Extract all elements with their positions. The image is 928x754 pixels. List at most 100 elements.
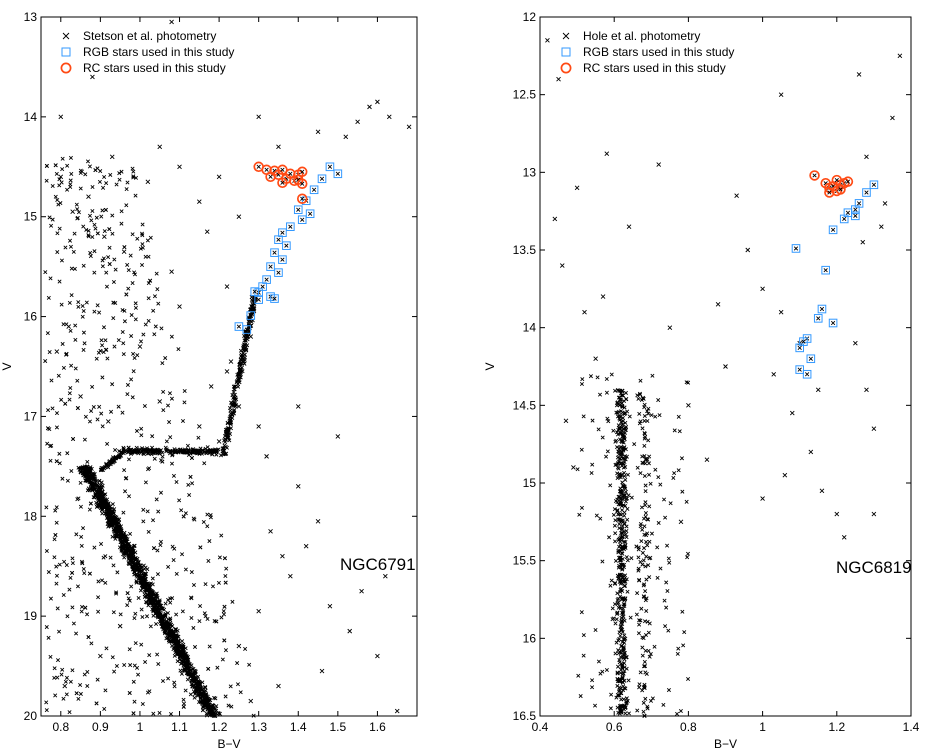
legend-marker-square xyxy=(61,47,71,57)
rgb-star-point xyxy=(802,369,812,379)
phot-point xyxy=(216,439,222,444)
phot-point xyxy=(879,224,884,230)
y-tick-label: 20 xyxy=(24,709,38,723)
phot-point xyxy=(256,424,262,429)
x-tick-label: 1.4 xyxy=(290,720,307,734)
phot-point xyxy=(62,683,68,689)
plot-frame xyxy=(539,16,912,717)
phot-point xyxy=(295,484,301,489)
phot-point xyxy=(582,309,587,315)
phot-point xyxy=(604,151,610,157)
phot-point xyxy=(864,387,869,393)
phot-point xyxy=(224,284,230,289)
phot-point xyxy=(626,224,632,230)
phot-point xyxy=(782,472,788,478)
phot-point xyxy=(406,124,412,130)
phot-point xyxy=(102,234,107,240)
phot-point xyxy=(734,193,739,198)
phot-point xyxy=(288,573,293,579)
phot-point xyxy=(778,309,784,315)
phot-point xyxy=(157,144,163,150)
rgb-star-point xyxy=(266,262,275,271)
rgb-star-point xyxy=(293,205,303,215)
rgb-star-point xyxy=(250,287,260,296)
phot-point xyxy=(58,114,64,120)
legend-marker-x xyxy=(562,32,570,40)
x-tick-label: 1.4 xyxy=(903,720,920,734)
phot-point xyxy=(315,129,321,135)
phot-point xyxy=(593,356,598,362)
phot-point xyxy=(117,623,123,629)
phot-point xyxy=(196,199,202,205)
rgb-star-point xyxy=(821,265,830,275)
phot-point xyxy=(347,628,353,634)
phot-point xyxy=(778,92,784,97)
phot-point xyxy=(559,263,565,268)
phot-point xyxy=(236,214,242,220)
phot-point xyxy=(704,457,710,463)
rgb-star-point xyxy=(274,235,283,244)
x-axis-label: B−V xyxy=(714,737,737,751)
rc-star-point xyxy=(265,171,276,183)
plot-frame xyxy=(40,16,418,717)
phot-point xyxy=(90,74,95,80)
y-tick-label: 14.5 xyxy=(513,398,537,412)
phot-point xyxy=(137,344,143,349)
y-tick-label: 14 xyxy=(523,321,537,335)
x-tick-label: 1.6 xyxy=(369,720,386,734)
legend-entry: RC stars used in this study xyxy=(83,61,226,75)
phot-point xyxy=(760,496,765,501)
phot-point xyxy=(236,404,242,409)
phot-point xyxy=(98,653,103,659)
phot-point xyxy=(678,519,684,525)
rc-star-point xyxy=(296,178,308,190)
phot-point xyxy=(871,511,877,517)
phot-point xyxy=(864,154,869,160)
phot-point xyxy=(686,403,691,408)
phot-point xyxy=(169,269,174,274)
legend: Stetson et al. photometry RGB stars used … xyxy=(60,29,234,75)
phot-point xyxy=(841,535,847,540)
rgb-star-point xyxy=(286,222,295,231)
y-tick-label: 16.5 xyxy=(513,709,537,723)
y-tick-label: 12.5 xyxy=(513,88,537,102)
legend-entry: Stetson et al. photometry xyxy=(83,29,216,43)
y-tick-label: 15.5 xyxy=(513,554,537,568)
phot-point xyxy=(248,698,254,704)
rgb-star-point xyxy=(828,225,838,235)
phot-point xyxy=(105,419,111,424)
y-axis-label: V xyxy=(0,362,14,370)
rc-star-point xyxy=(277,177,288,189)
legend-marker-square xyxy=(561,47,571,57)
legend-marker-circle xyxy=(60,62,72,74)
x-tick-label: 0.4 xyxy=(532,720,549,734)
phot-point xyxy=(871,426,877,431)
rgb-star-point xyxy=(862,188,871,197)
x-tick-label: 1 xyxy=(137,720,144,734)
phot-point xyxy=(169,19,174,25)
phot-point xyxy=(552,216,558,222)
phot-point xyxy=(667,325,673,330)
phot-point xyxy=(745,247,751,253)
phot-point xyxy=(157,399,163,404)
phot-point xyxy=(70,209,75,215)
main-sequence-dense-region xyxy=(43,155,258,719)
phot-point xyxy=(54,349,60,354)
phot-point xyxy=(319,668,325,674)
phot-point xyxy=(856,72,862,77)
phot-point xyxy=(224,369,230,374)
phot-point xyxy=(208,384,214,389)
phot-point xyxy=(367,104,372,110)
rgb-star-point xyxy=(274,268,283,277)
phot-point xyxy=(760,286,765,292)
y-tick-label: 13 xyxy=(24,10,38,24)
phot-point xyxy=(236,643,242,649)
phot-point xyxy=(386,114,392,120)
phot-point xyxy=(264,454,269,459)
rgb-star-point xyxy=(305,209,315,219)
legend-entry: Hole et al. photometry xyxy=(583,29,700,43)
rc-star-point xyxy=(842,176,854,187)
axis-ticks: 0.4 0.6 0.8 1 1.2 1.4 12 12.5 13 13.5 14 14.5 15 15.5… xyxy=(513,10,920,734)
phot-point xyxy=(216,174,222,180)
rgb-star-point xyxy=(791,244,801,253)
